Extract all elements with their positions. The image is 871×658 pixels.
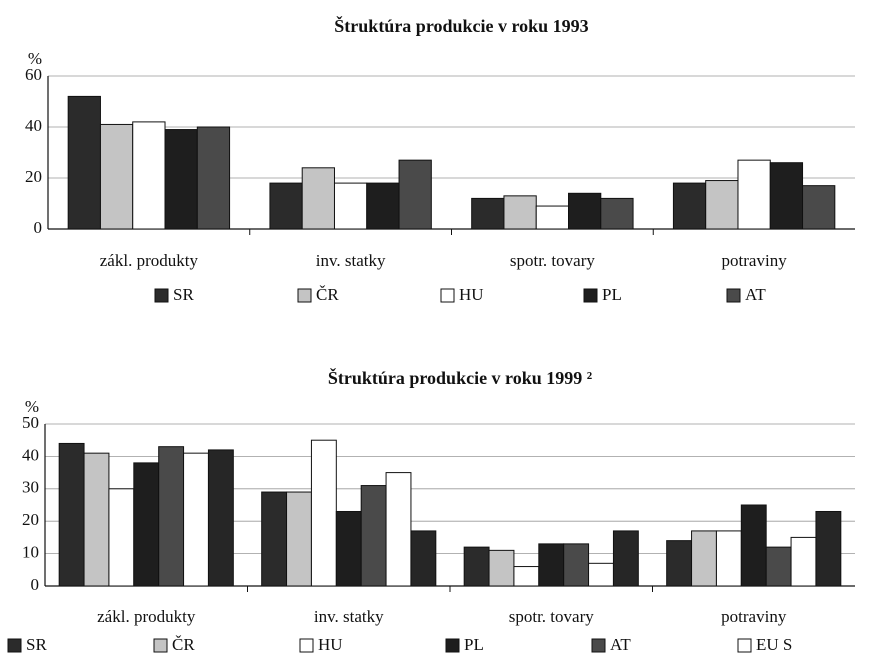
y-unit: %: [25, 397, 39, 416]
bar: [196, 126, 231, 230]
y-tick-label: 0: [31, 575, 40, 594]
bar: [563, 543, 590, 587]
bar: [588, 562, 614, 587]
bar: [705, 180, 739, 230]
x-tick-label: spotr. tovary: [510, 251, 595, 270]
legend-swatch: [445, 638, 460, 653]
bar: [398, 159, 432, 230]
bar: [286, 491, 312, 587]
legend-label: AT: [745, 285, 766, 304]
bar: [360, 485, 387, 587]
bar: [164, 129, 198, 230]
y-tick-label: 0: [34, 218, 43, 237]
legend-label: ČR: [172, 635, 195, 654]
bar: [83, 452, 110, 587]
bar: [666, 540, 693, 587]
y-tick-label: 20: [22, 510, 39, 529]
chart-title: Štruktúra produkcie v roku 1999 ²: [328, 367, 592, 388]
legend-swatch: [591, 638, 606, 653]
bar: [410, 530, 437, 587]
y-unit: %: [28, 49, 42, 68]
bar: [513, 566, 540, 587]
bar: [310, 439, 337, 587]
chart-title: Štruktúra produkcie v roku 1993: [334, 15, 588, 36]
bar: [366, 182, 400, 230]
x-tick-label: zákl. produkty: [100, 251, 199, 270]
legend-swatch: [737, 638, 752, 653]
bar: [269, 182, 303, 230]
x-tick-label: inv. statky: [316, 251, 386, 270]
bar: [158, 446, 185, 587]
y-tick-label: 10: [22, 543, 39, 562]
legend-label: PL: [464, 635, 484, 654]
legend-label: HU: [318, 635, 343, 654]
y-tick-label: 40: [25, 116, 42, 135]
bar: [503, 195, 537, 230]
legend-swatch: [726, 288, 741, 303]
bar: [463, 546, 490, 587]
bar: [99, 123, 134, 230]
bar: [765, 546, 792, 587]
bar: [612, 530, 639, 587]
bar: [335, 510, 362, 587]
y-tick-label: 60: [25, 65, 42, 84]
legend-label: AT: [610, 635, 631, 654]
bar: [132, 121, 166, 230]
legend-swatch: [153, 638, 168, 653]
bar: [600, 197, 634, 230]
legend-swatch: [154, 288, 169, 303]
bar: [58, 442, 85, 587]
bar: [672, 182, 707, 230]
y-tick-label: 50: [22, 413, 39, 432]
bar: [67, 95, 101, 230]
bar: [802, 185, 836, 230]
bar: [471, 197, 505, 230]
bar: [133, 462, 160, 587]
legend-label: HU: [459, 285, 484, 304]
legend-swatch: [7, 638, 22, 653]
bar: [740, 504, 767, 587]
legend-label: EU S: [756, 635, 792, 654]
bar: [691, 530, 717, 587]
bar: [301, 167, 335, 230]
bar: [538, 543, 565, 587]
y-tick-label: 30: [22, 478, 39, 497]
bar: [333, 182, 368, 230]
x-tick-label: potraviny: [722, 251, 788, 270]
bar: [183, 452, 209, 587]
bar: [108, 488, 135, 587]
legend-label: ČR: [316, 285, 339, 304]
legend-label: PL: [602, 285, 622, 304]
bar: [385, 472, 412, 587]
bar: [715, 530, 742, 587]
legend-swatch: [583, 288, 598, 303]
legend-swatch: [440, 288, 455, 303]
x-tick-label: spotr. tovary: [509, 607, 594, 626]
bar: [535, 205, 570, 230]
x-tick-label: zákl. produkty: [97, 607, 196, 626]
bar: [207, 449, 234, 587]
y-tick-label: 40: [22, 445, 39, 464]
bar: [488, 549, 515, 587]
bar: [261, 491, 288, 587]
y-tick-label: 20: [25, 167, 42, 186]
legend-label: SR: [26, 635, 47, 654]
bar: [769, 162, 804, 230]
bar: [815, 510, 842, 587]
legend-swatch: [299, 638, 314, 653]
x-tick-label: potraviny: [721, 607, 787, 626]
bar: [568, 192, 602, 230]
bar: [790, 536, 817, 587]
x-tick-label: inv. statky: [314, 607, 384, 626]
bar: [737, 159, 771, 230]
legend-swatch: [297, 288, 312, 303]
legend-label: SR: [173, 285, 194, 304]
